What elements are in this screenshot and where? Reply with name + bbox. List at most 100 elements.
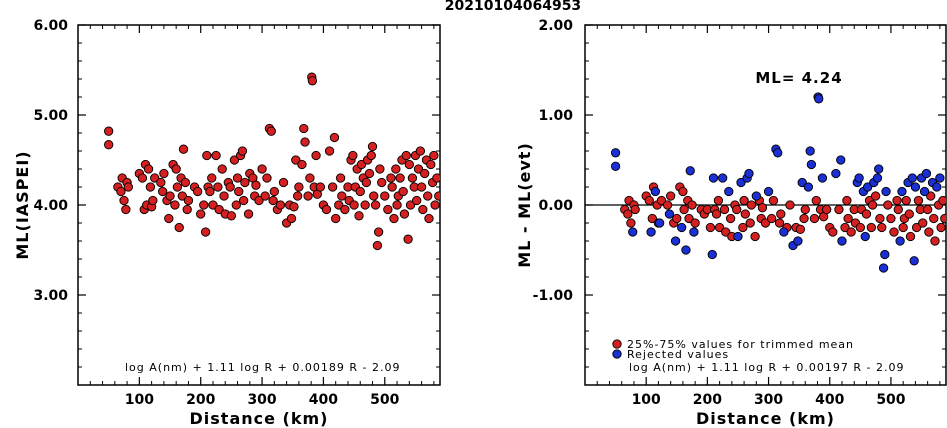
data-point	[303, 191, 313, 201]
data-point	[840, 222, 850, 233]
data-point	[337, 191, 347, 201]
data-point	[395, 173, 405, 183]
data-point	[200, 227, 211, 237]
data-point	[803, 182, 813, 192]
data-point	[180, 177, 191, 188]
data-point	[898, 222, 908, 233]
data-point	[822, 204, 832, 215]
data-point	[863, 182, 873, 192]
data-point	[269, 186, 279, 197]
data-point	[375, 164, 385, 174]
data-point	[257, 164, 267, 174]
data-point	[278, 177, 289, 188]
data-point	[854, 173, 864, 183]
data-point	[630, 204, 640, 215]
data-point	[324, 146, 335, 156]
data-point	[260, 191, 270, 201]
data-point	[219, 191, 229, 201]
data-point	[736, 177, 746, 188]
data-point	[677, 222, 687, 233]
data-point	[880, 249, 890, 260]
data-point	[286, 213, 297, 224]
data-point	[354, 211, 364, 221]
data-point	[861, 209, 872, 219]
data-point	[299, 123, 309, 134]
data-point	[429, 150, 439, 161]
data-point	[370, 200, 381, 210]
data-point	[143, 164, 154, 174]
data-point	[251, 180, 261, 190]
data-point	[412, 195, 422, 206]
data-point	[719, 204, 730, 215]
data-point	[234, 186, 244, 197]
data-point	[768, 195, 779, 206]
data-point	[293, 191, 303, 201]
data-point	[392, 200, 402, 210]
data-point	[404, 159, 414, 170]
data-point	[930, 236, 940, 246]
data-point	[415, 146, 426, 156]
data-point	[327, 182, 338, 192]
data-point	[405, 200, 416, 210]
data-point	[174, 222, 184, 233]
y-tick-label: 2.00	[538, 18, 573, 34]
data-point	[237, 146, 248, 156]
data-point	[171, 164, 181, 174]
x-tick-label: 200	[693, 392, 722, 408]
data-point	[340, 204, 350, 215]
data-point	[690, 218, 700, 228]
data-point	[714, 222, 725, 233]
data-point	[875, 213, 885, 224]
data-point	[929, 213, 939, 224]
data-point	[311, 150, 321, 161]
data-point	[377, 177, 387, 188]
data-point	[904, 209, 914, 219]
data-point	[684, 213, 694, 224]
data-point	[214, 204, 224, 215]
data-point	[656, 195, 667, 206]
data-point	[745, 218, 755, 228]
x-tick-label: 200	[186, 392, 215, 408]
data-point	[940, 213, 946, 224]
data-point	[399, 209, 410, 219]
data-point	[150, 173, 160, 183]
legend-label: 25%-75% values for trimmed mean	[627, 338, 854, 351]
x-axis-title: Distance (km)	[696, 409, 835, 428]
data-point	[926, 191, 936, 201]
data-point	[797, 177, 807, 188]
data-point	[380, 191, 390, 201]
data-point	[321, 204, 332, 215]
data-point	[329, 132, 340, 143]
data-point	[416, 182, 427, 192]
data-point	[291, 155, 301, 165]
data-point	[679, 204, 689, 215]
data-point	[866, 222, 877, 233]
x-tick-label: 300	[754, 392, 783, 408]
data-point	[911, 222, 922, 233]
data-point	[232, 173, 243, 183]
data-point	[199, 200, 209, 210]
data-point	[779, 227, 789, 237]
data-point	[886, 213, 896, 224]
ml-annotation: ML= 4.24	[755, 69, 842, 87]
data-point	[104, 126, 114, 136]
data-point	[104, 140, 114, 150]
data-point	[814, 94, 824, 104]
data-point	[724, 186, 734, 197]
data-point	[831, 168, 841, 179]
data-point	[289, 202, 299, 212]
data-point	[855, 222, 865, 233]
data-point	[403, 234, 413, 244]
data-point	[268, 195, 278, 206]
data-point	[800, 204, 810, 215]
data-point	[426, 159, 436, 170]
y-tick-label: 6.00	[33, 18, 68, 34]
data-point	[207, 173, 217, 183]
data-point	[239, 195, 249, 206]
data-point	[182, 204, 192, 215]
data-point	[300, 137, 310, 147]
data-point	[335, 173, 346, 183]
data-point	[907, 173, 917, 183]
data-point	[744, 168, 754, 179]
data-point	[116, 186, 126, 197]
